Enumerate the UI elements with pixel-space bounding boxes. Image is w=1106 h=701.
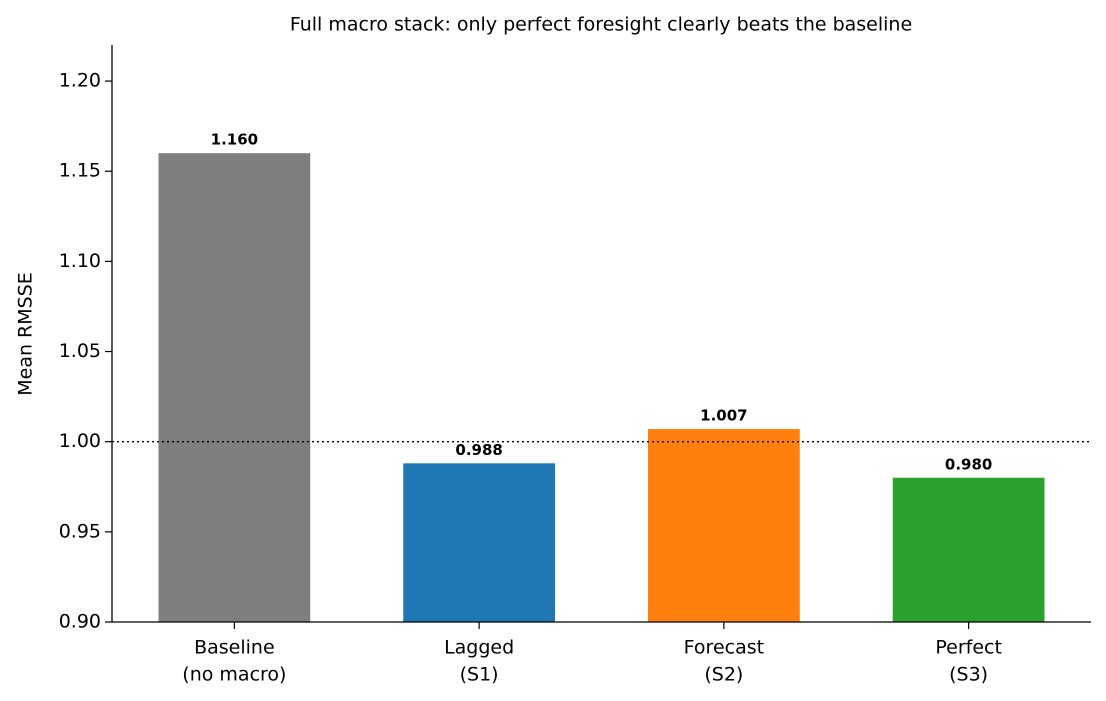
x-tick-label: Lagged [444,637,514,659]
x-tick-label: (S2) [704,664,743,686]
value-label: 1.160 [211,131,258,149]
x-tick-label: (S3) [949,664,988,686]
y-tick-label: 1.05 [59,340,101,362]
value-label: 0.988 [455,441,502,459]
value-label: 0.980 [945,455,992,473]
bar [648,429,800,622]
y-tick-label: 1.10 [59,250,101,272]
y-tick-label: 0.95 [59,520,101,542]
y-tick-label: 1.00 [59,430,101,452]
y-axis-label: Mean RMSSE [15,272,37,396]
x-tick-label: Baseline [194,637,275,659]
bar [158,153,311,622]
x-tick-label: (no macro) [182,664,286,686]
y-tick-label: 1.20 [59,70,101,92]
bar [403,463,555,622]
x-tick-label: Forecast [684,637,764,659]
y-tick-label: 1.15 [59,160,101,182]
x-tick-label: Perfect [935,637,1002,659]
value-label: 1.007 [700,407,747,425]
y-tick-label: 0.90 [59,611,101,633]
chart-title: Full macro stack: only perfect foresight… [290,14,912,36]
x-tick-label: (S1) [460,664,499,686]
bar [892,477,1045,622]
